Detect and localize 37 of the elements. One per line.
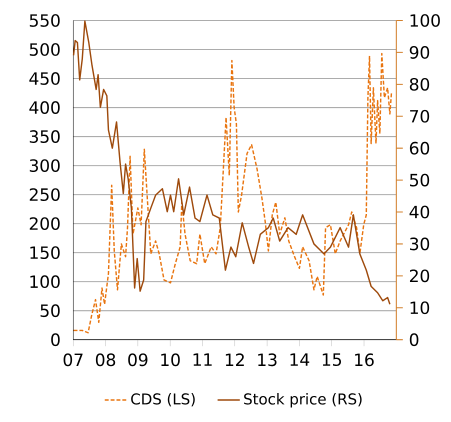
x-tick-label: 08 — [96, 354, 116, 366]
y-tick-label: 450 — [29, 72, 60, 86]
y-tick-label: 350 — [30, 130, 60, 144]
y2-tick-label: 20 — [410, 270, 430, 282]
x-tick-label: 10 — [161, 354, 180, 366]
y2-tick-label: 0 — [410, 333, 418, 346]
y-tick-label: 550 — [30, 14, 60, 28]
y-tick-label: 150 — [30, 246, 60, 260]
y-tick-label: 200 — [30, 217, 60, 230]
legend-label: Stock price (RS) — [244, 393, 362, 408]
x-tick-label: 14 — [290, 354, 310, 366]
y-tick-label: 100 — [30, 275, 60, 288]
y2-tick-label: 40 — [410, 206, 430, 219]
y-tick-label: 400 — [29, 101, 60, 114]
y-tick-label: 250 — [30, 188, 60, 202]
x-tick-label: 07 — [64, 354, 83, 366]
x-tick-label: 11 — [194, 354, 212, 366]
line-series — [72, 20, 391, 306]
y-tick-label: 0 — [51, 333, 60, 346]
y2-tick-label: 10 — [410, 302, 430, 314]
y2-tick-label: 60 — [410, 142, 430, 155]
y2-tick-label: 100 — [410, 14, 440, 28]
y2-tick-label: 50 — [410, 174, 430, 187]
line-series — [72, 53, 392, 334]
x-tick-label: 15 — [322, 354, 341, 366]
y-tick-label: 500 — [30, 43, 60, 56]
y2-tick-label: 30 — [410, 238, 430, 250]
y-tick-label: 300 — [30, 159, 60, 172]
x-tick-label: 13 — [258, 354, 276, 366]
x-tick-label: 09 — [128, 354, 148, 366]
y2-tick-label: 70 — [410, 110, 430, 123]
y2-tick-label: 90 — [410, 46, 430, 59]
x-tick-label: 16 — [355, 354, 374, 366]
x-tick-label: 12 — [226, 354, 244, 366]
legend-label: CDS (LS) — [131, 393, 195, 407]
y2-tick-label: 80 — [410, 78, 430, 91]
y-tick-label: 50 — [40, 304, 60, 318]
